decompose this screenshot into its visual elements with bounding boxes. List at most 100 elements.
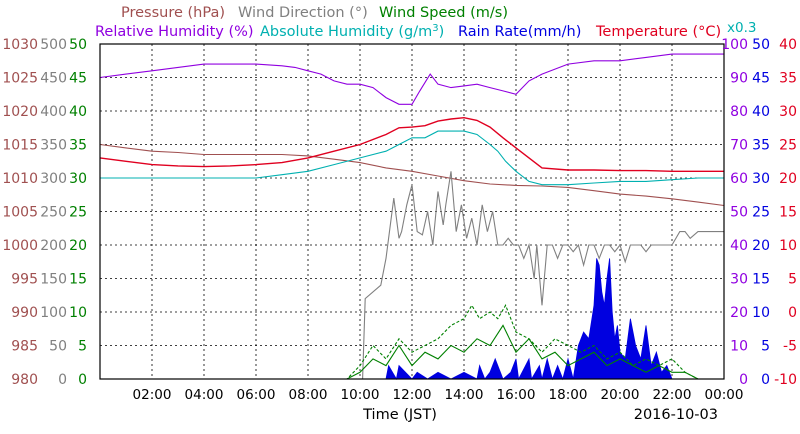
tick-label-rain-rate: 45	[752, 71, 770, 87]
tick-label-wind-direction: 350	[40, 138, 67, 154]
series-rain-rate	[100, 258, 724, 381]
legend-wind-direction: Wind Direction (°)	[238, 5, 368, 21]
tick-label-temperature: 10	[779, 238, 797, 254]
tick-label-wind-speed: 25	[69, 205, 87, 221]
tick-label-pressure: 995	[11, 272, 38, 288]
tick-label-temperature: 40	[779, 37, 797, 53]
x-tick-label: 12:00	[393, 387, 432, 403]
legend-rain-rate: Rain Rate(mm/h)	[458, 24, 581, 40]
x-tick-label: 22:00	[653, 387, 692, 403]
x-tick-label: 00:00	[705, 387, 744, 403]
tick-label-relative-humidity: 100	[721, 37, 748, 53]
plot-area	[99, 53, 725, 381]
tick-label-wind-direction: 0	[58, 372, 67, 388]
tick-label-wind-direction: 150	[40, 272, 67, 288]
tick-label-wind-direction: 500	[40, 37, 67, 53]
series-pressure	[99, 143, 725, 207]
tick-label-temperature: 35	[779, 71, 797, 87]
tick-label-wind-speed: 20	[69, 238, 87, 254]
legend-pressure: Pressure (hPa)	[121, 5, 225, 21]
series-temperature	[99, 116, 724, 173]
tick-label-temperature: 30	[779, 104, 797, 120]
legend-absolute-humidity-main: Absolute Humidity (g/m	[260, 24, 432, 40]
x-tick-label: 06:00	[237, 387, 276, 403]
grid	[100, 44, 724, 379]
date-label: 2016-10-03	[634, 407, 718, 423]
tick-label-pressure: 1020	[2, 104, 38, 120]
tick-label-wind-speed: 0	[78, 372, 87, 388]
tick-label-relative-humidity: 0	[739, 372, 748, 388]
tick-label-rain-rate: 30	[752, 171, 770, 187]
tick-label-relative-humidity: 90	[730, 71, 748, 87]
tick-label-wind-speed: 15	[69, 272, 87, 288]
tick-label-temperature: 5	[788, 272, 797, 288]
tick-label-relative-humidity: 40	[730, 238, 748, 254]
tick-label-relative-humidity: 60	[730, 171, 748, 187]
tick-label-relative-humidity: 30	[730, 272, 748, 288]
tick-label-pressure: 1010	[2, 171, 38, 187]
series-absolute-humidity	[100, 130, 724, 186]
tick-label-rain-rate: 50	[752, 37, 770, 53]
tick-label-rain-rate: 15	[752, 272, 770, 288]
legend-temperature: Temperature (°C)	[595, 24, 721, 40]
x-tick-label: 10:00	[341, 387, 380, 403]
tick-label-wind-direction: 100	[40, 305, 67, 321]
tick-label-wind-speed: 35	[69, 138, 87, 154]
tick-label-rain-rate: 5	[761, 339, 770, 355]
x-tick-label: 20:00	[601, 387, 640, 403]
plot-frame	[99, 43, 725, 380]
x-tick-label: 18:00	[549, 387, 588, 403]
tick-label-wind-speed: 40	[69, 104, 87, 120]
tick-label-wind-speed: 30	[69, 171, 87, 187]
tick-label-relative-humidity: 10	[730, 339, 748, 355]
x-tick-label: 02:00	[133, 387, 172, 403]
tick-label-wind-speed: 45	[69, 71, 87, 87]
tick-label-wind-direction: 50	[49, 339, 67, 355]
tick-label-pressure: 1005	[2, 205, 38, 221]
tick-label-wind-speed: 5	[78, 339, 87, 355]
tick-label-pressure: 1025	[2, 71, 38, 87]
tick-label-wind-speed: 50	[69, 37, 87, 53]
tick-label-rain-rate: 35	[752, 138, 770, 154]
tick-label-pressure: 980	[11, 372, 38, 388]
tick-label-rain-rate: 25	[752, 205, 770, 221]
tick-label-rain-rate: 20	[752, 238, 770, 254]
tick-label-wind-direction: 250	[40, 205, 67, 221]
tick-label-pressure: 1030	[2, 37, 38, 53]
tick-label-wind-direction: 450	[40, 71, 67, 87]
tick-label-pressure: 985	[11, 339, 38, 355]
legend-ah-scale-note: x0.3	[727, 20, 756, 36]
tick-label-temperature: 25	[779, 138, 797, 154]
x-tick-label: 04:00	[185, 387, 224, 403]
tick-label-pressure: 1000	[2, 238, 38, 254]
legend-absolute-humidity-sup: 3	[432, 23, 438, 34]
x-tick-label: 08:00	[289, 387, 328, 403]
tick-label-relative-humidity: 70	[730, 138, 748, 154]
legend-absolute-humidity-end: )	[439, 24, 445, 40]
tick-label-wind-direction: 200	[40, 238, 67, 254]
series-wind-direction	[100, 171, 724, 380]
x-axis-title: Time (JST)	[362, 407, 437, 423]
series-wind-gust	[100, 304, 724, 380]
tick-label-relative-humidity: 80	[730, 104, 748, 120]
tick-label-temperature: 0	[788, 305, 797, 321]
tick-label-rain-rate: 40	[752, 104, 770, 120]
tick-label-pressure: 990	[11, 305, 38, 321]
series-wind-speed	[100, 324, 724, 380]
x-tick-label: 14:00	[445, 387, 484, 403]
tick-label-temperature: 15	[779, 205, 797, 221]
tick-label-wind-speed: 10	[69, 305, 87, 321]
tick-label-temperature: -10	[774, 372, 797, 388]
legend-absolute-humidity: Absolute Humidity (g/m3)	[260, 23, 444, 40]
legend-relative-humidity: Relative Humidity (%)	[95, 24, 254, 40]
tick-label-wind-direction: 400	[40, 104, 67, 120]
legend-header: Pressure (hPa) Wind Direction (°) Wind S…	[95, 5, 756, 40]
tick-label-temperature: 20	[779, 171, 797, 187]
tick-label-relative-humidity: 50	[730, 205, 748, 221]
tick-label-pressure: 1015	[2, 138, 38, 154]
tick-label-rain-rate: 10	[752, 305, 770, 321]
tick-label-relative-humidity: 20	[730, 305, 748, 321]
legend-wind-speed: Wind Speed (m/s)	[379, 5, 508, 21]
tick-label-rain-rate: 0	[761, 372, 770, 388]
